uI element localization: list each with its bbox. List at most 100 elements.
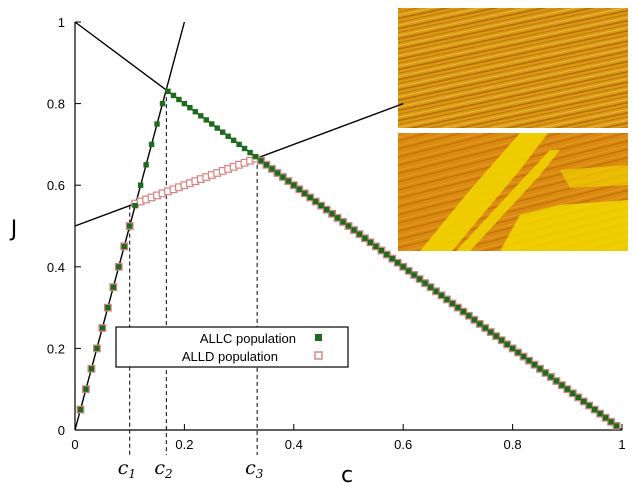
allc-point [471,317,478,323]
allc-point [214,125,220,131]
allc-point [444,296,450,303]
allc-point [105,304,111,311]
allc-point [433,288,439,294]
allc-point [323,206,330,213]
y-tick-label: 0.4 [47,260,65,275]
allc-point [170,92,177,99]
allc-point [159,100,166,107]
x-tick-label: 1 [618,437,625,452]
legend: ALLC population ALLD population [115,326,349,368]
allc-point [203,117,209,123]
allc-point [225,133,231,139]
allc-point [329,211,335,217]
allc-point [405,268,412,274]
allc-point [548,374,554,380]
allc-point [356,231,363,237]
critical-label-subscript: 3 [256,467,264,481]
legend-marker-alld [314,351,323,360]
allc-point [345,223,352,229]
allc-point [340,219,346,225]
critical-dashes [129,90,258,455]
allc-point [230,137,237,144]
allc-point [236,141,242,148]
allc-point [302,190,308,197]
allc-point [312,198,319,205]
allc-point [241,145,248,152]
allc-point [263,162,270,168]
allc-point [466,313,472,319]
allc-point [509,345,516,352]
allc-point [384,251,390,258]
allc-point [274,170,281,176]
allc-point [504,341,510,348]
allc-point [110,284,116,290]
allc-point [176,96,182,103]
allc-point [608,419,614,425]
allc-point [148,141,155,148]
allc-point [181,100,188,107]
inset-top-pattern [398,8,628,128]
allc-point [427,284,434,290]
allc-point [154,121,160,127]
allc-point [334,215,341,221]
allc-point [362,235,368,241]
legend-box [115,326,349,368]
x-tick-label: 0 [71,437,78,452]
critical-label: c3 [245,457,264,481]
allc-point [209,121,215,127]
allc-point [143,162,149,168]
allc-point [520,353,527,360]
allc-point [537,366,543,372]
allc-point [422,280,428,286]
allc-point [318,202,324,209]
x-tick-label: 0.4 [285,437,303,452]
y-tick-label: 0.8 [47,97,65,112]
allc-point [94,345,100,352]
x-tick-label: 0.8 [504,437,522,452]
allc-point [192,109,199,115]
allc-point [367,239,374,246]
x-tick-label: 0.2 [175,437,193,452]
allc-point [378,247,385,254]
allc-point [198,113,204,119]
legend-marker-allc [315,334,322,341]
allc-point [477,321,483,327]
allc-point [252,153,259,160]
allc-point [395,260,401,266]
allc-point [416,276,423,282]
allc-point [575,394,581,401]
allc-point [219,129,226,135]
legend-label-alld: ALLD population [182,349,278,364]
x-axis-title: c [341,463,353,485]
legend-label-allc: ALLC population [200,331,296,346]
allc-point [542,370,549,376]
allc-point [307,194,313,201]
allc-point [127,223,133,229]
allc-point [498,337,505,343]
allc-point [187,104,193,111]
y-tick-label: 0 [58,423,65,438]
x-tick-label: 0.6 [394,437,412,452]
allc-point [165,88,171,95]
allc-point [373,243,379,250]
allc-point [460,308,467,315]
inset-bottom-pattern [398,133,628,251]
y-tick-label: 0.2 [47,341,65,356]
allc-point [531,362,538,368]
allc-point [132,202,138,209]
allc-point [400,264,406,270]
y-axis-title: J [9,217,18,242]
allc-point [88,366,95,372]
allc-point [411,272,417,278]
allc-point [116,264,122,270]
allc-point [291,182,297,188]
allc-point [526,357,532,364]
allc-point [591,406,598,413]
critical-label: c2 [154,457,172,481]
allc-point [389,255,395,262]
allc-point [351,227,357,233]
allc-point [121,243,127,250]
allc-point [280,174,286,180]
allc-point [296,186,302,192]
